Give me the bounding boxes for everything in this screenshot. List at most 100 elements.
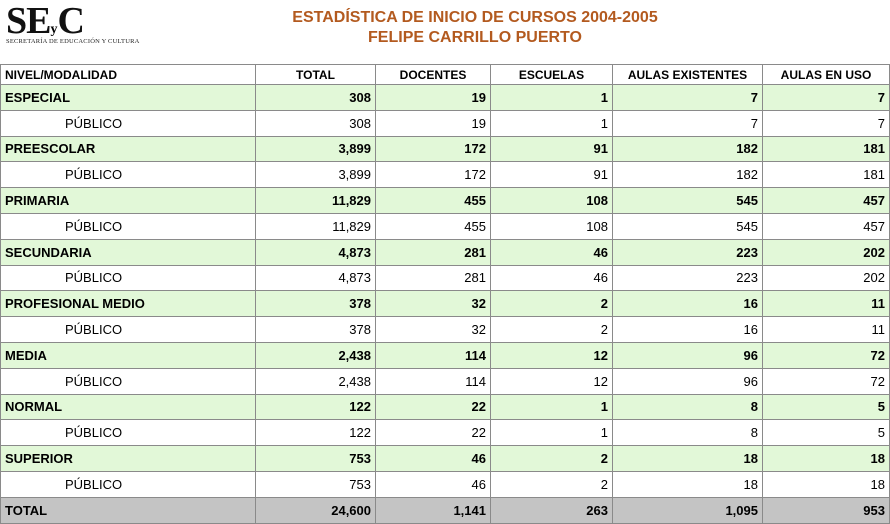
- cell: 457: [762, 212, 890, 240]
- logo-subtitle: Secretaría de Educación y Cultura: [6, 38, 140, 45]
- logo: SEyC Secretaría de Educación y Cultura: [6, 2, 156, 56]
- column-header: NIVEL/MODALIDAD: [0, 64, 256, 85]
- logo-mark: SE: [6, 0, 51, 42]
- header-row: NIVEL/MODALIDAD TOTAL DOCENTES ESCUELAS AULA…: [0, 64, 890, 85]
- cell: MEDIA: [0, 341, 256, 369]
- cell: 172: [375, 135, 491, 163]
- cell: PÚBLICO: [0, 419, 256, 447]
- public-row: PÚBLICO 4,873 281 46 223 202: [0, 264, 890, 292]
- cell: 16: [612, 290, 763, 318]
- cell: 11: [762, 290, 890, 318]
- cell: 2: [490, 470, 613, 498]
- cell: 4,873: [255, 264, 376, 292]
- cell: 7: [762, 109, 890, 137]
- cell: 182: [612, 161, 763, 189]
- cell: 545: [612, 187, 763, 214]
- cell: 308: [255, 84, 376, 111]
- column-header: ESCUELAS: [490, 64, 613, 85]
- cell: 11,829: [255, 212, 376, 240]
- cell: PREESCOLAR: [0, 135, 256, 163]
- cell: 7: [612, 84, 763, 111]
- cell: SUPERIOR: [0, 445, 256, 472]
- titles: ESTADÍSTICA DE INICIO DE CURSOS 2004-200…: [200, 8, 750, 48]
- cell: 108: [490, 212, 613, 240]
- cell: 8: [612, 393, 763, 421]
- cell: 91: [490, 135, 613, 163]
- cell: 32: [375, 316, 491, 343]
- cell: 11: [762, 316, 890, 343]
- cell: 181: [762, 161, 890, 189]
- cell: 2,438: [255, 367, 376, 395]
- cell: 753: [255, 470, 376, 498]
- cell: PÚBLICO: [0, 470, 256, 498]
- cell: PÚBLICO: [0, 109, 256, 137]
- cell: PÚBLICO: [0, 367, 256, 395]
- cell: 108: [490, 187, 613, 214]
- cell: 378: [255, 290, 376, 318]
- cell: 1: [490, 393, 613, 421]
- cell: 18: [762, 470, 890, 498]
- cell: PÚBLICO: [0, 316, 256, 343]
- cell: 223: [612, 238, 763, 266]
- header: SEyC Secretaría de Educación y Cultura E…: [0, 0, 890, 62]
- cell: 46: [375, 470, 491, 498]
- cell: 11,829: [255, 187, 376, 214]
- level-row: MEDIA 2,438 114 12 96 72: [0, 341, 890, 369]
- cell: PÚBLICO: [0, 161, 256, 189]
- cell: 1: [490, 419, 613, 447]
- cell: 5: [762, 419, 890, 447]
- cell: 72: [762, 367, 890, 395]
- column-header: DOCENTES: [375, 64, 491, 85]
- cell: 1,141: [375, 496, 491, 524]
- level-row: PREESCOLAR 3,899 172 91 182 181: [0, 135, 890, 163]
- cell: 281: [375, 238, 491, 266]
- cell: 223: [612, 264, 763, 292]
- cell: 122: [255, 393, 376, 421]
- cell: 32: [375, 290, 491, 318]
- level-row: SECUNDARIA 4,873 281 46 223 202: [0, 238, 890, 266]
- cell: 2: [490, 445, 613, 472]
- cell: 172: [375, 161, 491, 189]
- cell: 16: [612, 316, 763, 343]
- cell: 753: [255, 445, 376, 472]
- cell: SECUNDARIA: [0, 238, 256, 266]
- cell: 72: [762, 341, 890, 369]
- cell: 19: [375, 84, 491, 111]
- cell: 1: [490, 109, 613, 137]
- cell: 122: [255, 419, 376, 447]
- cell: 378: [255, 316, 376, 343]
- public-row: PÚBLICO 308 19 1 7 7: [0, 109, 890, 137]
- cell: 96: [612, 367, 763, 395]
- cell: 5: [762, 393, 890, 421]
- column-header: AULAS EN USO: [762, 64, 890, 85]
- cell: 114: [375, 367, 491, 395]
- level-row: ESPECIAL 308 19 1 7 7: [0, 84, 890, 111]
- table-body: ESPECIAL 308 19 1 7 7 PÚBLICO 308 19 1 7 7 PREESCOLA…: [0, 84, 890, 524]
- public-row: PÚBLICO 11,829 455 108 545 457: [0, 212, 890, 240]
- cell: 46: [490, 264, 613, 292]
- level-row: NORMAL 122 22 1 8 5: [0, 393, 890, 421]
- logo-mark-small: y: [50, 22, 58, 37]
- public-row: PÚBLICO 3,899 172 91 182 181: [0, 161, 890, 189]
- cell: 18: [612, 470, 763, 498]
- title: ESTADÍSTICA DE INICIO DE CURSOS 2004-200…: [292, 9, 658, 26]
- cell: 953: [762, 496, 890, 524]
- cell: 3,899: [255, 161, 376, 189]
- cell: 22: [375, 393, 491, 421]
- cell: 12: [490, 367, 613, 395]
- total-row: TOTAL 24,600 1,141 263 1,095 953: [0, 496, 890, 524]
- level-row: PROFESIONAL MEDIO 378 32 2 16 11: [0, 290, 890, 318]
- cell: 12: [490, 341, 613, 369]
- cell: 3,899: [255, 135, 376, 163]
- cell: 1,095: [612, 496, 763, 524]
- cell: PRIMARIA: [0, 187, 256, 214]
- logo-mark-end: C: [57, 0, 84, 42]
- cell: 545: [612, 212, 763, 240]
- cell: 96: [612, 341, 763, 369]
- public-row: PÚBLICO 122 22 1 8 5: [0, 419, 890, 447]
- cell: 7: [612, 109, 763, 137]
- column-header: TOTAL: [255, 64, 376, 85]
- cell: PROFESIONAL MEDIO: [0, 290, 256, 318]
- cell: 181: [762, 135, 890, 163]
